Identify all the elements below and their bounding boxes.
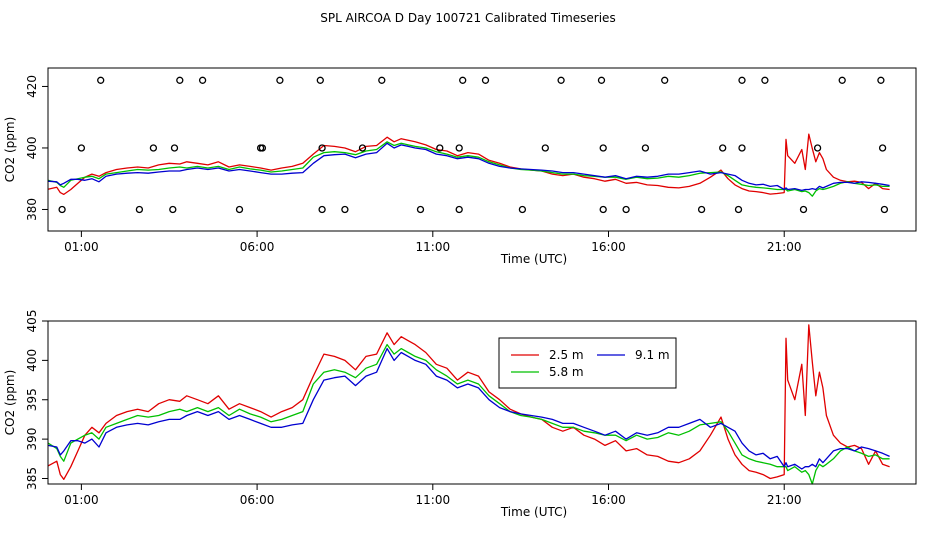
calibration-marker [761,76,769,84]
chart-title: SPL AIRCOA D Day 100721 Calibrated Times… [320,11,615,25]
calibration-marker [358,144,367,152]
x-tick-label: 21:00 [767,240,802,254]
calibration-marker [697,205,706,214]
calibration-marker [316,76,324,84]
calibration-marker [416,205,425,214]
calibration-marker [880,205,889,214]
x-axis-title: Time (UTC) [500,252,567,266]
calibration-marker [318,144,326,152]
x-tick-label: 11:00 [416,493,451,507]
legend: 2.5 m 5.8 m 9.1 m [498,337,677,389]
legend-box [498,337,677,389]
y-tick-label: 390 [25,428,39,451]
y-axis-title: CO2 (ppm) [3,117,17,183]
calibration-marker [378,76,386,84]
calibration-marker [97,76,105,84]
calibration-marker [258,144,267,152]
calibration-marker [661,76,669,84]
x-tick-label: 16:00 [591,493,626,507]
x-tick-label: 11:00 [416,240,451,254]
calibration-marker [481,76,490,84]
y-tick-label: 420 [25,75,39,98]
series-line-2-5-m [47,324,890,480]
calibration-marker [455,144,463,152]
calibration-marker [170,144,179,152]
x-tick-label: 06:00 [240,493,275,507]
calibration-marker [169,205,177,214]
calibration-marker [557,76,565,84]
calibration-marker [641,144,650,152]
x-tick-label: 01:00 [64,493,99,507]
calibration-marker [738,76,746,84]
calibration-marker [877,76,885,84]
legend-label: 2.5 m [549,348,584,362]
calibration-marker [459,76,467,84]
calibration-marker [276,76,284,84]
y-tick-label: 385 [25,467,39,490]
y-tick-label: 400 [25,349,39,372]
calibration-marker [235,205,244,214]
series-line-5-8-m [47,141,890,197]
y-tick-label: 400 [25,137,39,160]
calibration-marker [799,205,808,214]
legend-label: 5.8 m [549,365,584,379]
y-tick-label: 380 [25,198,39,221]
calibration-marker [341,205,349,214]
x-tick-label: 21:00 [767,493,802,507]
calibration-marker [622,205,630,214]
calibration-marker [878,144,887,152]
calibration-marker [518,205,527,214]
calibration-marker [149,144,158,152]
calibration-marker [135,205,144,214]
y-axis-title: CO2 (ppm) [3,370,17,436]
calibration-marker [597,76,606,84]
series-line-2-5-m [47,133,890,196]
y-tick-label: 405 [25,310,39,333]
calibration-marker [738,144,746,152]
x-tick-label: 16:00 [591,240,626,254]
calibration-marker [599,205,607,214]
plot-frame [47,67,917,232]
calibration-marker [813,144,822,152]
calibration-marker [198,76,207,84]
plot-frame [47,320,917,485]
series-line-5-8-m [47,343,890,485]
calibration-marker [838,76,846,84]
x-axis-title: Time (UTC) [500,505,567,519]
y-tick-label: 395 [25,388,39,411]
calibration-marker [455,205,463,214]
top-panel: 01:00 06:00 11:00 16:00 21:00 380 400 420 Time (… [3,67,917,266]
calibration-marker [58,205,66,214]
x-tick-label: 01:00 [64,240,99,254]
calibration-marker [436,144,444,152]
legend-label: 9.1 m [635,348,670,362]
calibration-marker [734,205,743,214]
x-tick-label: 06:00 [240,240,275,254]
bottom-panel: 01:00 06:00 11:00 16:00 21:00 385 390 395 400 405… [3,310,917,519]
series-line-9-1-m [47,347,890,470]
calibration-marker [541,144,549,152]
calibration-marker [176,76,184,84]
calibration-marker [719,144,727,152]
calibration-marker [77,144,86,152]
series-line-9-1-m [47,142,890,192]
calibration-marker [318,205,326,214]
calibration-marker [599,144,607,152]
